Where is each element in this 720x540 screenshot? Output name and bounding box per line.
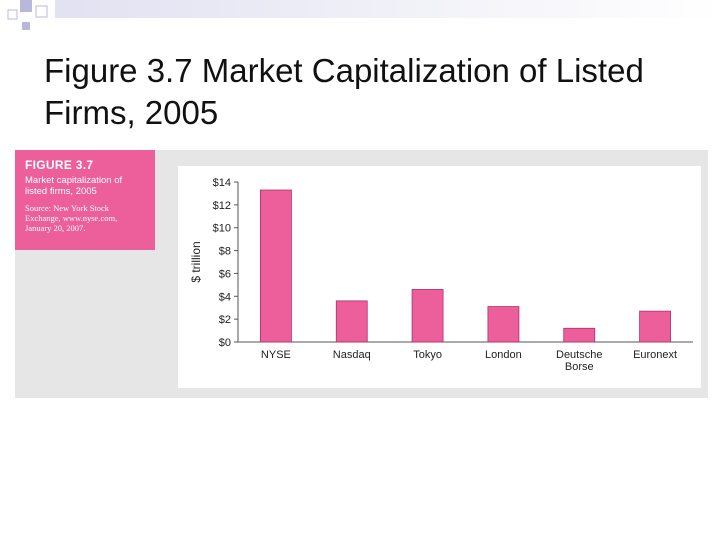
bar bbox=[563, 327, 596, 343]
figure-label: FIGURE 3.7 bbox=[25, 158, 94, 172]
bar bbox=[411, 289, 444, 343]
y-tick-label: $8 bbox=[219, 246, 231, 258]
bar-chart: $0 $2 $4 $6 $8 $10 $12 $14 $ trillion NYSE Nasdaq T… bbox=[189, 177, 693, 373]
y-tick-label: $6 bbox=[219, 268, 231, 280]
bar bbox=[260, 189, 292, 343]
figure-panel: FIGURE 3.7 Market capitalization of list… bbox=[15, 150, 708, 398]
bar bbox=[639, 310, 671, 343]
y-tick-label: $14 bbox=[213, 177, 231, 189]
y-tick-label: $12 bbox=[213, 200, 231, 212]
x-tick-label: Borse bbox=[565, 361, 594, 373]
figure-caption-text: Market capitalization of listed firms, 2… bbox=[25, 175, 123, 197]
x-tick-label: Deutsche bbox=[556, 349, 602, 361]
slide-title: Figure 3.7 Market Capitalization of List… bbox=[44, 52, 644, 131]
x-tick-label: London bbox=[485, 349, 522, 361]
bar bbox=[335, 300, 368, 343]
chart-container: $0 $2 $4 $6 $8 $10 $12 $14 $ trillion NYSE Nasdaq T… bbox=[178, 166, 701, 388]
x-tick-label: NYSE bbox=[261, 349, 291, 361]
y-tick-label: $0 bbox=[219, 337, 231, 349]
figure-source: Source: New York Stock Exchange, www.nys… bbox=[25, 203, 118, 233]
y-tick-label: $2 bbox=[219, 314, 231, 326]
y-tick-label: $10 bbox=[213, 223, 231, 235]
y-tick-label: $4 bbox=[219, 291, 231, 303]
x-tick-label: Nasdaq bbox=[333, 349, 371, 361]
decorative-squares bbox=[7, 0, 720, 30]
figure-caption-box: FIGURE 3.7 Market capitalization of list… bbox=[15, 150, 155, 250]
x-tick-label: Tokyo bbox=[413, 349, 442, 361]
y-axis-label: $ trillion bbox=[189, 241, 203, 282]
x-tick-label: Euronext bbox=[633, 349, 677, 361]
bar bbox=[487, 306, 520, 343]
